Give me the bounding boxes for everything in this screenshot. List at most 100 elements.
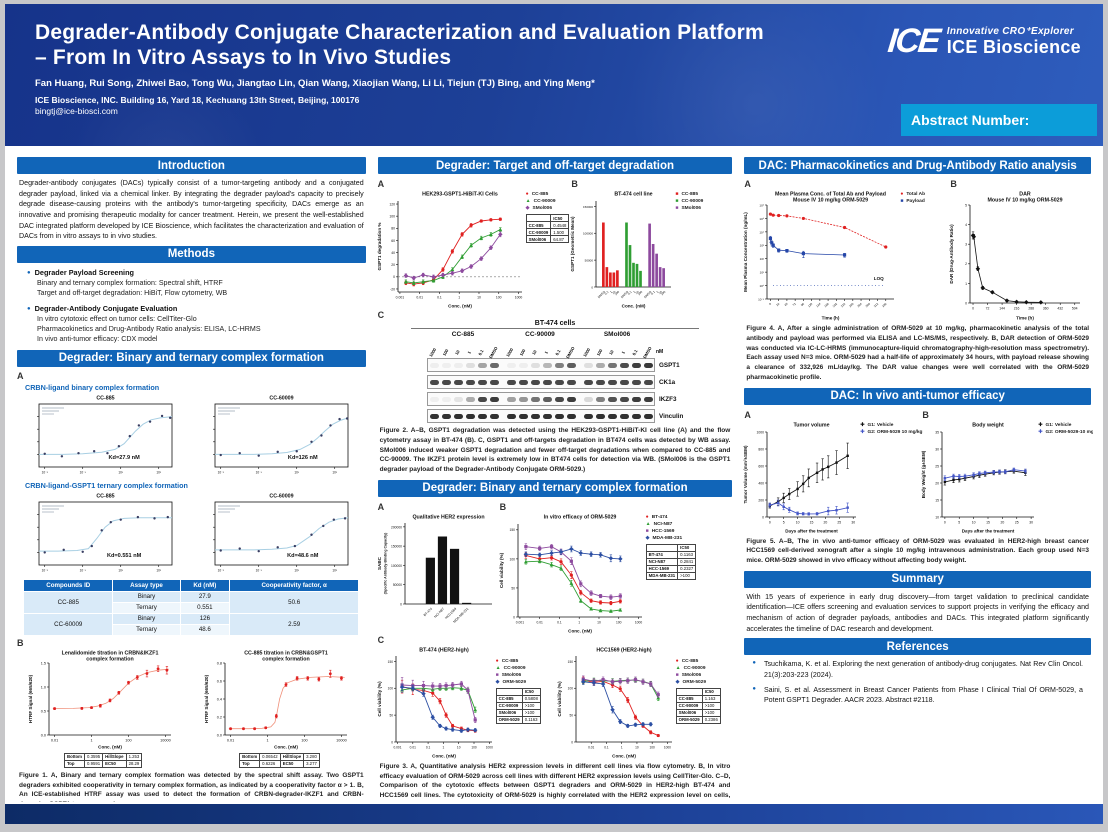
legend-item: ◆ ORM-5029 [495, 678, 526, 685]
svg-text:10¹: 10¹ [295, 470, 300, 474]
svg-text:24: 24 [776, 302, 781, 307]
svg-text:10: 10 [635, 745, 639, 749]
legend-item: ■ SMol006 [675, 671, 702, 678]
section-complex-header: Degrader: Binary and ternary complex for… [17, 349, 366, 367]
method-line: In vitro cytotoxic effect on tumor cells… [37, 314, 197, 323]
svg-text:Conc. (nM): Conc. (nM) [568, 628, 592, 633]
bullet-icon: ● [752, 685, 756, 692]
svg-text:1000: 1000 [635, 620, 643, 624]
method-line: In vivo anti-tumor efficacy: CDX model [37, 334, 158, 343]
svg-text:20: 20 [1001, 520, 1005, 524]
legend-item: ▲ CC-90009 [525, 198, 556, 205]
bt474-ic50-table: IC50 CC-885 0.5808 CC-90009 >100 SMol006 >100 O… [495, 687, 541, 724]
svg-text:DAR: DAR [1020, 192, 1032, 198]
svg-text:100: 100 [496, 296, 502, 300]
svg-text:400: 400 [759, 481, 765, 485]
svg-text:BT-474 cell line: BT-474 cell line [615, 192, 653, 198]
legend-item: ■ CC-885 [675, 191, 698, 198]
svg-text:0.01: 0.01 [51, 738, 58, 742]
hcc1569-ic50-table: IC50 CC-885 1.163 CC-90009 >100 SMol006 >100 OR… [675, 687, 721, 724]
panel-label-b: B [950, 179, 957, 189]
svg-text:0: 0 [592, 285, 594, 289]
svg-text:10³: 10³ [157, 470, 162, 474]
svg-text:150: 150 [567, 660, 573, 664]
svg-text:BT-474: BT-474 [422, 607, 432, 617]
svg-text:50: 50 [511, 586, 515, 590]
svg-text:1.5: 1.5 [41, 661, 46, 665]
svg-text:Conc. (nM): Conc. (nM) [98, 744, 122, 749]
svg-text:Days after the treatment: Days after the treatment [962, 528, 1015, 533]
legend-item: ✚ G1: Vehicle [1038, 421, 1072, 428]
panel-label-a: A [744, 179, 751, 189]
svg-text:100: 100 [509, 557, 515, 561]
hek293-legend: ● CC-885 ▲ CC-90009 ◆ SMol006 [525, 192, 556, 212]
svg-text:HTRF Signal (665/620): HTRF Signal (665/620) [28, 674, 33, 723]
left-column: Introduction Degrader-antibody conjugate… [15, 154, 368, 802]
svg-text:HCC1569 (HER2-high): HCC1569 (HER2-high) [596, 647, 652, 653]
method-group: ● Degrader Payload Screening Binary and t… [27, 268, 360, 297]
svg-text:1000: 1000 [757, 430, 765, 434]
western-blot: BT-474 cells CC-885 CC-90009 SMol006 1000 100… [401, 320, 709, 423]
bt474-cytotoxicity-legend: ● CC-885 ▲ CC-90009 ■ SMol006 ◆ ORM-5029 [495, 658, 526, 685]
svg-text:120: 120 [807, 302, 814, 309]
svg-text:0.1: 0.1 [604, 290, 610, 296]
svg-text:60: 60 [391, 239, 395, 243]
svg-text:DMSO: DMSO [597, 289, 607, 299]
abstract-number-label: Abstract Number: [911, 112, 1030, 128]
svg-text:216: 216 [1014, 307, 1020, 311]
svg-text:100: 100 [302, 738, 308, 742]
svg-text:0: 0 [972, 307, 974, 311]
poster: Degrader-Antibody Conjugate Characteriza… [5, 4, 1103, 824]
svg-text:0.1: 0.1 [627, 290, 633, 296]
section-pk-header: DAC: Pharmacokinetics and Drug-Antibody … [744, 157, 1091, 174]
panel-label-b: B [499, 501, 507, 512]
svg-text:336: 336 [881, 302, 888, 309]
poster-content: Introduction Degrader-antibody conjugate… [5, 146, 1103, 802]
svg-text:100000: 100000 [391, 564, 402, 568]
svg-text:40: 40 [391, 251, 395, 255]
svg-text:DMSO: DMSO [644, 289, 654, 299]
panel-label-a: A [17, 370, 24, 381]
spectral-shift-ternary-cc60009-chart: CC-60009 10⁻³ 10⁻¹ 10¹ 10³ Kd=48.6 nM [213, 493, 349, 572]
svg-text:10: 10 [612, 290, 617, 295]
legend-item: ■ HCC-1569 [645, 527, 675, 534]
svg-text:15: 15 [810, 520, 814, 524]
svg-text:Tumor volume: Tumor volume [794, 422, 830, 428]
svg-text:30: 30 [936, 447, 940, 451]
svg-text:100: 100 [616, 620, 622, 624]
svg-text:72: 72 [986, 307, 990, 311]
svg-text:complex formation: complex formation [86, 656, 133, 662]
legend-item: ■ CC-90009 [675, 198, 704, 205]
svg-text:100: 100 [660, 290, 667, 297]
svg-text:Conc. (nM): Conc. (nM) [432, 753, 456, 758]
cc885-fit-table: Bottom 0.06542 HillSlope 3.280 Top 0.6226 EC50… [239, 752, 320, 768]
method-group: ● Degrader-Antibody Conjugate Evaluation … [27, 304, 360, 343]
reference-item: ● Saini, S. et al. Assessment in Breast … [752, 685, 1083, 706]
svg-text:200: 200 [759, 498, 765, 502]
svg-text:0.0: 0.0 [41, 733, 46, 737]
pk-concentration-chart: Mean Plasma Conc. of Total Ab and Payloa… [743, 192, 895, 321]
svg-text:150000: 150000 [391, 544, 402, 548]
svg-text:15: 15 [936, 498, 940, 502]
svg-text:10: 10 [936, 515, 940, 519]
svg-text:3: 3 [965, 243, 967, 247]
bt474-cytotoxicity-chart: BT-474 (HER2-high)0.001 0.01 0.1 1 10 100 1000… [377, 647, 493, 758]
svg-text:150: 150 [387, 660, 393, 664]
svg-text:600: 600 [759, 464, 765, 468]
svg-text:10⁻³: 10⁻³ [42, 470, 48, 474]
svg-text:20: 20 [936, 481, 940, 485]
svg-text:30: 30 [1030, 520, 1034, 524]
legend-item: ◆ MDA-MB-231 [645, 534, 683, 541]
svg-text:Cell viability (%): Cell viability (%) [557, 681, 562, 717]
svg-text:0: 0 [965, 301, 967, 305]
svg-text:10: 10 [457, 745, 461, 749]
section-degradation-header: Degrader: Target and off-target degradat… [377, 157, 733, 174]
binary-subtitle: CRBN-ligand binary complex formation [25, 382, 160, 392]
legend-item: ▲ CC-90009 [495, 664, 526, 671]
svg-text:0.0: 0.0 [217, 733, 222, 737]
hek293-degradation-chart: HEK293-GSPT1-HiBiT-KI Cells 0.001 0.01 0.1 1… [377, 192, 522, 309]
section-introduction-header: Introduction [17, 157, 366, 174]
panel-label-a: A [377, 501, 385, 512]
method-group-title: Degrader-Antibody Conjugate Evaluation [34, 303, 178, 313]
method-line: Pharmacokinetics and Drug-Antibody Ratio… [37, 324, 261, 333]
